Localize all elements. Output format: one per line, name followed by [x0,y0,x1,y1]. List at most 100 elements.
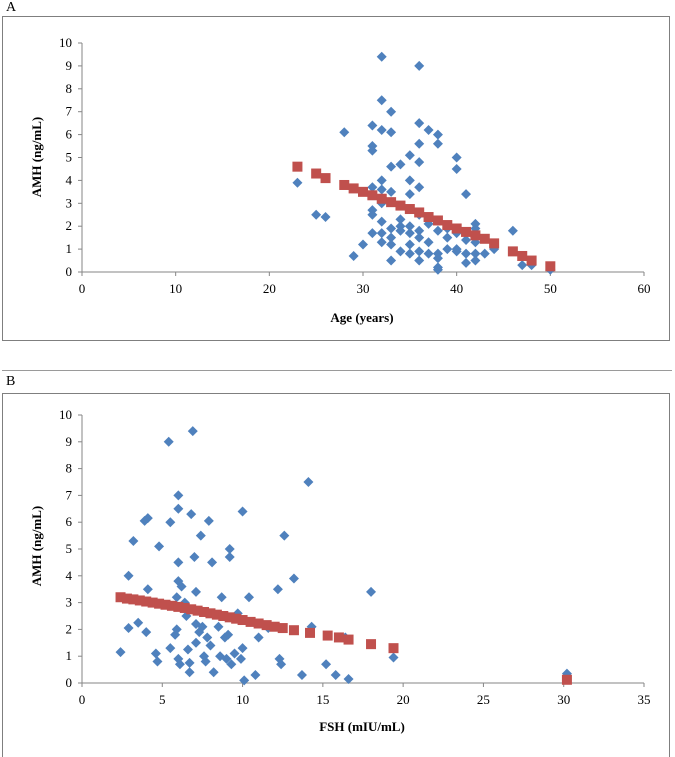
chart-b-observed-point [189,552,200,563]
chart-b-y-tick-label: 10 [59,407,72,422]
chart-a-observed-point [461,189,472,200]
chart-a-predicted-point [320,173,331,184]
chart-b-y-tick-label: 3 [66,595,73,610]
chart-amh-vs-fsh: FSH (mIU/mL) AMH (ng/mL) 0 1 2 3 4 5 6 7 8 9 10 0 5 1… [29,407,651,734]
chart-b-frame [2,393,670,757]
chart-a-observed-point [376,184,387,195]
chart-b-ylabel: AMH (ng/mL) [29,506,44,587]
chart-b-predicted-point [160,599,171,610]
chart-a-observed-point [376,125,387,136]
chart-a-observed-point [442,244,453,255]
chart-a-observed-point [517,260,528,271]
chart-a-observed-point [414,157,425,168]
chart-b-observed-point [184,657,195,668]
chart-a-predicted-point [386,197,397,208]
chart-a-predicted-point [432,215,443,226]
chart-a-y-tick-label: 9 [66,58,73,73]
chart-a-observed-point [367,145,378,156]
chart-a-observed-point [423,248,434,259]
chart-b-y-tick-label: 7 [66,487,73,502]
chart-b-observed-point [239,675,250,686]
chart-b-x-tick-label: 35 [638,692,651,707]
chart-a-frame [2,16,670,341]
chart-b-predicted-point [134,595,145,606]
chart-a-predicted-point [404,204,415,215]
chart-a-observed-point [404,228,415,239]
chart-amh-vs-age: Age (years) AMH (ng/mL) 0 1 2 3 4 5 6 7 8 9 10 0 10 2… [29,35,651,325]
chart-b-observed-point [123,570,134,581]
chart-a-predicted-point [507,246,518,257]
chart-a-y-tick-label: 7 [66,104,73,119]
chart-a-observed-point [376,228,387,239]
chart-a-x-tick-label: 50 [544,281,557,296]
chart-a-y-tick-label: 0 [66,264,73,279]
chart-b-observed-point [221,653,232,664]
chart-b-observed-point [197,621,208,632]
chart-a-observed-point [414,232,425,243]
chart-b-x-tick-label: 25 [477,692,490,707]
chart-b-predicted-point [245,616,256,627]
chart-b-predicted-point [322,630,333,641]
chart-a-predicted-point [442,220,453,231]
chart-a-observed-point [432,264,443,275]
chart-b-observed-point [142,584,153,595]
chart-b-x-tick-label: 15 [316,692,329,707]
chart-b-observed-point [279,530,290,541]
chart-b-observed-point [296,669,307,680]
chart-b-observed-point [186,509,197,520]
chart-a-observed-point [414,246,425,257]
chart-a-predicted-point [526,255,537,266]
chart-a-observed-point [404,248,415,259]
chart-a-observed-point [386,255,397,266]
chart-b-x-tick-label: 10 [236,692,249,707]
chart-b-y-tick-label: 1 [66,648,73,663]
chart-b-observed-point [123,623,134,634]
chart-a-predicted-point [395,200,406,211]
chart-a-y-tick-label: 2 [66,218,73,233]
chart-a-x-tick-label: 30 [357,281,370,296]
chart-b-predicted-point [231,613,242,624]
chart-b-observed-point [173,557,184,568]
chart-a-observed-point [479,248,490,259]
chart-a-y-tick-label: 1 [66,241,73,256]
chart-b-predicted-point [253,618,264,629]
chart-b-predicted-point [333,632,344,643]
chart-a-predicted-point [414,207,425,218]
chart-a-y-tick-label: 5 [66,150,73,165]
chart-a-predicted-point [470,230,481,241]
chart-b-predicted-point [305,627,316,638]
chart-a-observed-point [432,253,443,264]
chart-a-observed-point [451,163,462,174]
chart-b-predicted-point [205,608,216,619]
chart-a-observed-point [470,255,481,266]
chart-b-observed-point [202,632,213,643]
chart-a-predicted-point [423,212,434,223]
chart-a-observed-point [404,189,415,200]
chart-a-observed-point [386,186,397,197]
chart-b-y-tick-label: 2 [66,621,73,636]
chart-a-observed-point [348,250,359,261]
chart-b-x-tick-label: 5 [159,692,166,707]
chart-b-y-tick-label: 8 [66,461,73,476]
chart-a-observed-point [386,127,397,138]
chart-b-y-tick-label: 4 [66,568,73,583]
chart-b-x-tick-label: 0 [79,692,86,707]
chart-a-observed-point [461,248,472,259]
chart-a-observed-point [423,125,434,136]
chart-b-observed-point [133,617,144,628]
chart-a-observed-point [386,106,397,117]
chart-a-observed-point [376,175,387,186]
chart-b-predicted-point [388,643,399,654]
chart-a-predicted-point [358,186,368,197]
chart-a-observed-point [461,234,472,245]
chart-b-observed-point [223,629,234,640]
chart-b-observed-point [208,667,219,678]
chart-b-observed-point [303,477,314,487]
chart-b-observed-point [191,586,202,597]
chart-a-observed-point [376,237,387,248]
chart-b-predicted-point [141,596,152,607]
chart-a-observed-point [451,246,462,257]
chart-a-observed-point [292,177,303,188]
chart-b-observed-point [243,592,254,603]
chart-b-observed-point [388,652,399,663]
